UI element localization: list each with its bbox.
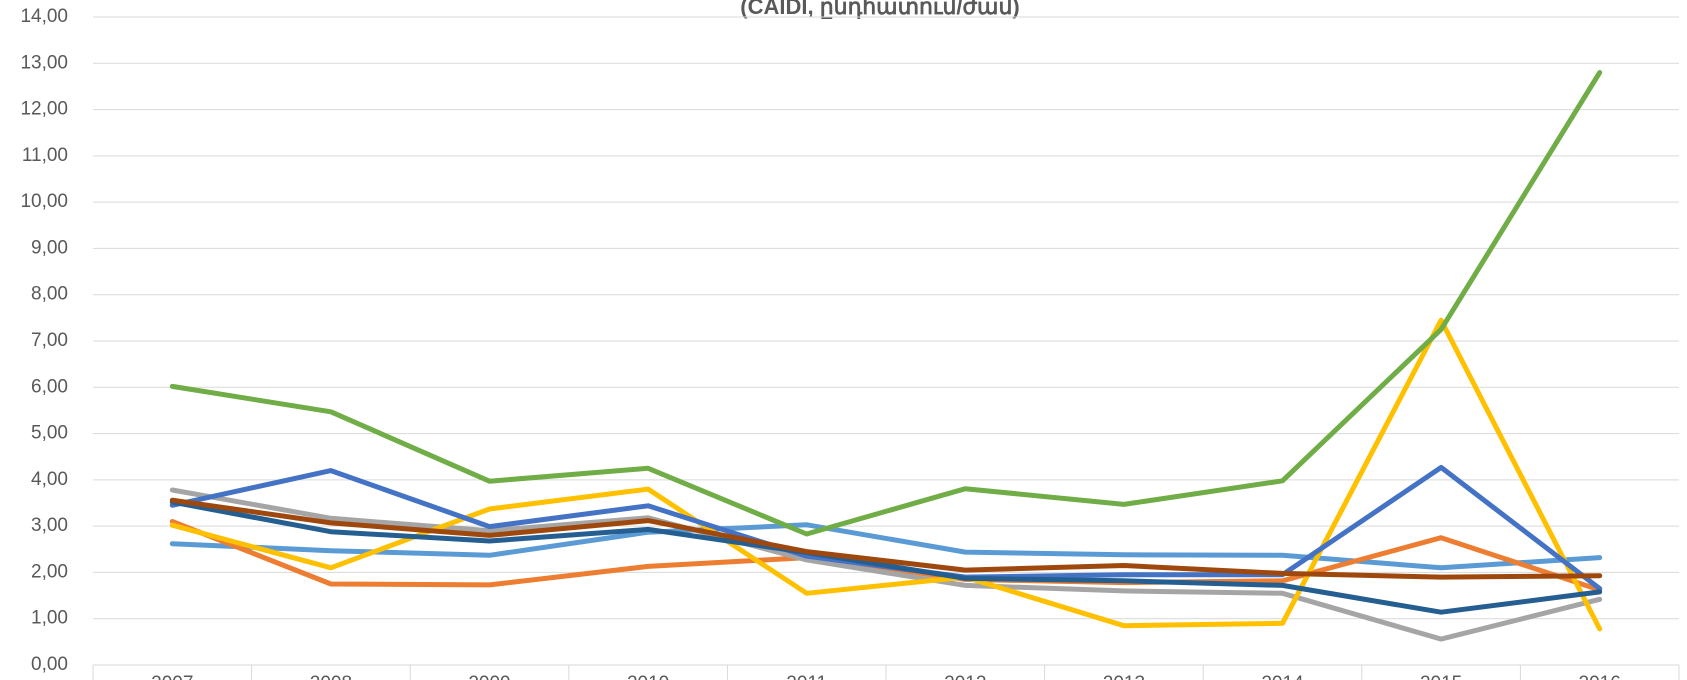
x-tick-label: 2016 xyxy=(1579,673,1621,680)
series-line xyxy=(169,497,1603,580)
y-tick-label: 6,00 xyxy=(31,376,68,397)
y-tick-label: 10,00 xyxy=(20,191,68,212)
x-tick-label: 2014 xyxy=(1261,673,1304,680)
y-tick-label: 11,00 xyxy=(22,145,68,166)
y-tick-label: 8,00 xyxy=(31,284,68,305)
x-tick-label: 2009 xyxy=(468,673,510,680)
y-tick-label: 14,00 xyxy=(20,6,68,27)
y-tick-label: 3,00 xyxy=(31,515,68,536)
y-tick-label: 9,00 xyxy=(31,237,68,258)
chart-title: (CAIDI, ընդհատում/ժամ) xyxy=(740,0,1019,19)
series-line xyxy=(169,70,1603,537)
x-tick-label: 2011 xyxy=(786,673,827,680)
x-tick-label: 2010 xyxy=(627,673,669,680)
y-tick-label: 12,00 xyxy=(20,99,68,120)
series-line xyxy=(169,487,1603,642)
y-tick-label: 7,00 xyxy=(31,330,68,351)
y-tick-label: 0,00 xyxy=(31,654,68,675)
series-line xyxy=(169,499,1603,615)
y-tick-label: 2,00 xyxy=(31,561,68,582)
y-tick-label: 13,00 xyxy=(20,52,68,73)
x-tick-label: 2015 xyxy=(1420,673,1462,680)
y-tick-label: 5,00 xyxy=(31,423,68,444)
y-tick-label: 4,00 xyxy=(31,469,68,490)
x-tick-label: 2012 xyxy=(944,673,986,680)
series-line xyxy=(169,519,1603,593)
x-tick-label: 2013 xyxy=(1103,673,1145,680)
x-tick-label: 2008 xyxy=(310,673,352,680)
y-tick-label: 1,00 xyxy=(31,608,68,629)
x-tick-label: 2007 xyxy=(151,673,193,680)
